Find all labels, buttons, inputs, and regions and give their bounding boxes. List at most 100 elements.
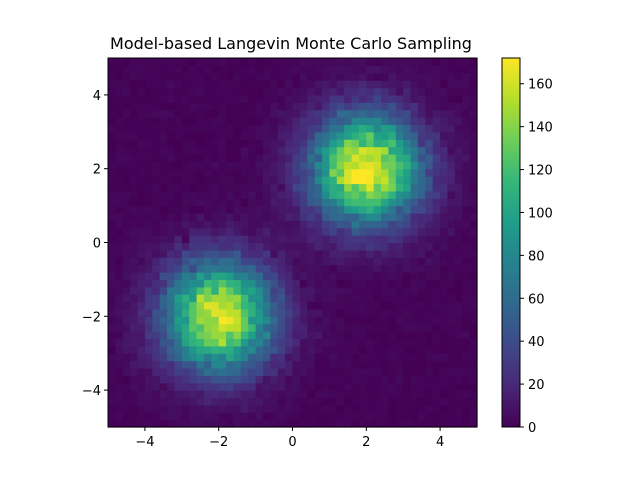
heatmap-cell [336, 353, 345, 362]
heatmap-cell [432, 249, 441, 258]
heatmap-cell [108, 153, 116, 162]
heatmap-cell [292, 131, 301, 140]
heatmap-cell [410, 235, 419, 244]
heatmap-cell [262, 316, 271, 325]
heatmap-cell [270, 360, 279, 369]
heatmap-cell [152, 316, 161, 325]
heatmap-cell [174, 183, 183, 192]
heatmap-cell [336, 272, 345, 280]
heatmap-cell [218, 257, 227, 266]
heatmap-cell [115, 308, 124, 317]
heatmap-cell [388, 124, 397, 133]
heatmap-cell [137, 183, 146, 192]
heatmap-cell [248, 109, 257, 118]
heatmap-cell [440, 279, 449, 288]
heatmap-cell [425, 227, 434, 236]
heatmap-cell [233, 301, 242, 310]
heatmap-cell [410, 367, 419, 376]
heatmap-cell [366, 272, 375, 280]
heatmap-cell [255, 294, 264, 303]
heatmap-cell [262, 161, 271, 170]
heatmap-cell [277, 235, 286, 244]
heatmap-cell [469, 279, 478, 288]
heatmap-cell [174, 72, 183, 81]
heatmap-cell [130, 264, 139, 273]
heatmap-cell [115, 58, 124, 66]
y-tick-label: 2 [93, 163, 101, 178]
heatmap-cell [189, 80, 198, 89]
heatmap-cell [189, 212, 198, 221]
heatmap-cell [211, 146, 220, 155]
heatmap-cell [277, 331, 286, 340]
heatmap-cell [233, 109, 242, 118]
heatmap-cell [344, 301, 353, 310]
heatmap-cell [410, 198, 419, 207]
heatmap-cell [314, 131, 323, 140]
heatmap-cell [108, 397, 116, 406]
heatmap-cell [108, 205, 116, 214]
heatmap-cell [167, 264, 176, 273]
heatmap-cell [174, 367, 183, 376]
heatmap-cell [388, 249, 397, 258]
heatmap-cell [440, 153, 449, 162]
heatmap-cell [233, 235, 242, 244]
heatmap-cell [351, 264, 360, 273]
heatmap-cell [292, 390, 301, 399]
heatmap-cell [226, 338, 235, 347]
heatmap-cell [108, 183, 116, 192]
heatmap-cell [255, 235, 264, 244]
heatmap-cell [115, 124, 124, 133]
heatmap-cell [299, 235, 308, 244]
heatmap-cell [233, 220, 242, 229]
heatmap-cell [248, 58, 257, 66]
heatmap-cell [425, 153, 434, 162]
heatmap-cell [218, 419, 227, 428]
heatmap-cell [292, 72, 301, 81]
colorbar-tick-label: 100 [528, 206, 553, 221]
heatmap-cell [233, 205, 242, 214]
heatmap-cell [196, 87, 205, 96]
heatmap-cell [167, 227, 176, 236]
heatmap-cell [218, 220, 227, 229]
heatmap-cell [255, 353, 264, 362]
heatmap-cell [226, 124, 235, 133]
heatmap-cell [314, 323, 323, 332]
heatmap-cell [270, 264, 279, 273]
heatmap-cell [410, 153, 419, 162]
heatmap-cell [403, 419, 412, 428]
heatmap-cell [322, 419, 330, 428]
heatmap-cell [432, 117, 441, 126]
heatmap-cell [218, 161, 227, 170]
heatmap-cell [299, 257, 308, 266]
heatmap-cell [440, 375, 449, 384]
heatmap-cell [395, 375, 404, 384]
colorbar-tick-label: 60 [528, 292, 545, 307]
heatmap-cell [248, 419, 257, 428]
heatmap-cell [226, 131, 235, 140]
heatmap-cell [314, 102, 323, 111]
heatmap-cell [395, 264, 404, 273]
heatmap-cell [211, 338, 220, 347]
heatmap-cell [144, 183, 153, 192]
heatmap-cell [373, 153, 382, 162]
heatmap-cell [440, 235, 449, 244]
heatmap-cell [270, 294, 279, 303]
heatmap-cell [270, 272, 279, 280]
heatmap-cell [307, 353, 316, 362]
heatmap-cell [130, 212, 139, 221]
heatmap-cell [226, 294, 235, 303]
heatmap-cell [469, 109, 478, 118]
heatmap-cell [285, 316, 294, 325]
heatmap-cell [174, 419, 183, 428]
heatmap-cell [218, 249, 227, 258]
heatmap-cell [248, 257, 257, 266]
heatmap-cell [196, 294, 205, 303]
heatmap-cell [226, 390, 235, 399]
heatmap-cell [152, 198, 161, 207]
heatmap-cell [159, 227, 168, 236]
heatmap-cell [152, 412, 161, 421]
heatmap-cell [262, 124, 271, 133]
heatmap-cell [447, 419, 456, 428]
heatmap-cell [108, 146, 116, 155]
heatmap-cell [270, 58, 279, 66]
